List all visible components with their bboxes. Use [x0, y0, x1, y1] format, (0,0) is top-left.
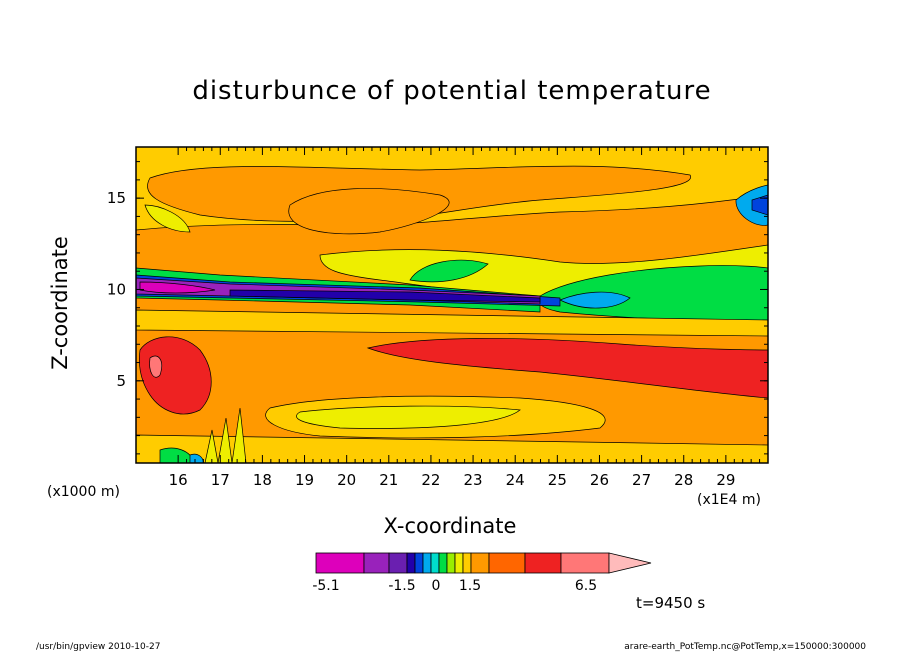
colorbar-tick-label: 0 [432, 578, 441, 594]
time-label: t=9450 s [636, 594, 706, 612]
x-tick-label: 29 [716, 471, 735, 489]
contour-field [136, 147, 768, 463]
x-axis-label: X-coordinate [383, 514, 517, 538]
plot-frame [135, 146, 769, 464]
y-axis-label: Z-coordinate [48, 236, 72, 370]
x-tick-label: 27 [632, 471, 651, 489]
region-navy-band [229, 289, 541, 303]
x-tick-label: 19 [295, 471, 314, 489]
region-yellow-spikes [204, 407, 247, 463]
x-tick-label: 18 [253, 471, 272, 489]
colorbar-cell [315, 552, 365, 574]
region-cyan-bl [189, 453, 204, 463]
footer-right: arare-earth_PotTemp.nc@PotTemp,x=150000:… [624, 642, 866, 652]
region-green-mid [409, 259, 489, 283]
x-unit-left: (x1000 m) [47, 484, 120, 500]
y-tick-label: 10 [107, 280, 126, 298]
colorbar-tick-label: -5.1 [312, 578, 339, 594]
colorbar-cell [430, 552, 440, 574]
x-tick-label: 23 [464, 471, 483, 489]
colorbar-cell [608, 552, 652, 574]
colorbar-cell [470, 552, 490, 574]
x-tick-label: 17 [211, 471, 230, 489]
x-tick-label: 22 [421, 471, 440, 489]
x-axis-ticks: 16 17 18 19 20 21 22 23 24 25 26 27 28 29 [169, 147, 761, 489]
region-upper-orange2 [288, 188, 450, 235]
x-unit-right: (x1E4 m) [697, 492, 761, 508]
y-tick-label: 5 [116, 372, 126, 390]
colorbar-cell [446, 552, 456, 574]
region-blue-right [751, 194, 768, 216]
colorbar-cell [462, 552, 472, 574]
colorbar-cell [560, 552, 610, 574]
x-tick-label: 24 [506, 471, 525, 489]
x-tick-label: 20 [337, 471, 356, 489]
y-axis-ticks: 5 10 15 [107, 161, 768, 455]
colorbar-cell [414, 552, 424, 574]
colorbar-cell [406, 552, 416, 574]
x-tick-label: 21 [379, 471, 398, 489]
colorbar-cell [454, 552, 464, 574]
x-tick-label: 25 [548, 471, 567, 489]
region-cyan-mid [559, 291, 631, 309]
chart-title: disturbunce of potential temperature [192, 76, 712, 106]
region-pink-left [149, 355, 163, 378]
colorbar-cell [488, 552, 526, 574]
footer-left: /usr/bin/gpview 2010-10-27 [36, 642, 161, 652]
region-magenta-band [139, 281, 216, 294]
colorbar-tick-label: -1.5 [388, 578, 415, 594]
colorbar-tick-label: 6.5 [575, 578, 597, 594]
x-tick-label: 28 [674, 471, 693, 489]
region-yellow-floor [136, 434, 768, 463]
region-yellow-lower [136, 309, 768, 337]
x-tick-label: 26 [590, 471, 609, 489]
region-yellow-left [144, 204, 191, 233]
colorbar-tick-label: 1.5 [459, 578, 481, 594]
colorbar-cell [388, 552, 408, 574]
region-red-right [366, 338, 768, 399]
colorbar-cell [422, 552, 432, 574]
region-light-bottom [296, 405, 521, 429]
colorbar: -5.1 -1.5 0 1.5 6.5 [312, 552, 652, 594]
colorbar-cell [524, 552, 562, 574]
colorbar-cell [438, 552, 448, 574]
y-tick-label: 15 [107, 189, 126, 207]
x-tick-label: 16 [169, 471, 188, 489]
colorbar-cell [363, 552, 390, 574]
